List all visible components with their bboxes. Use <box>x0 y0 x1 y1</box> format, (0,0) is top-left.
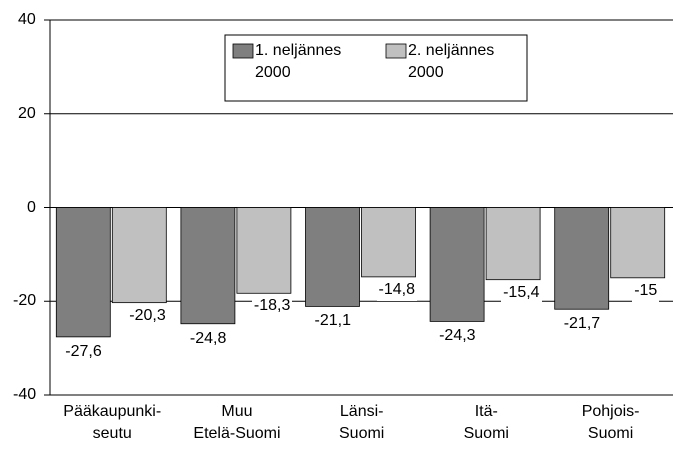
bar <box>111 207 167 304</box>
legend-swatch <box>385 43 407 59</box>
value-label: -20,3 <box>127 304 168 327</box>
x-tick-label: Pääkaupunki- seutu <box>63 403 162 442</box>
bar <box>236 207 292 294</box>
y-tick-label: 0 <box>27 198 36 216</box>
x-tick-label: Itä- Suomi <box>463 403 509 442</box>
bar <box>55 207 111 338</box>
legend-label: 2. neljännes 2000 <box>408 42 495 81</box>
legend-swatch <box>232 43 254 59</box>
bar <box>361 207 416 278</box>
legend-label: 1. neljännes 2000 <box>255 42 342 81</box>
value-label: -18,3 <box>251 295 293 318</box>
value-label: -14,8 <box>376 278 417 301</box>
x-tick-label: Pohjois- Suomi <box>581 403 640 442</box>
bar <box>554 207 610 310</box>
bar <box>305 207 360 307</box>
value-label: -21,7 <box>561 313 603 336</box>
bar <box>180 207 236 325</box>
value-label: -27,6 <box>63 340 104 363</box>
y-tick-label: -40 <box>13 386 37 403</box>
value-label: -15 <box>632 279 660 302</box>
y-tick-label: 40 <box>18 11 36 28</box>
legend-box <box>224 34 528 102</box>
bar <box>429 207 485 322</box>
bar <box>485 207 541 281</box>
value-label: -21,1 <box>312 310 353 333</box>
y-tick-label: -20 <box>13 292 37 310</box>
value-label: -15,4 <box>501 281 542 304</box>
y-tick-label: 20 <box>18 104 36 122</box>
value-label: -24,8 <box>187 327 229 350</box>
bar <box>610 207 666 279</box>
x-tick-label: Länsi- Suomi <box>339 403 385 442</box>
value-label: -24,3 <box>437 325 478 348</box>
x-tick-label: Muu Etelä-Suomi <box>193 403 281 442</box>
